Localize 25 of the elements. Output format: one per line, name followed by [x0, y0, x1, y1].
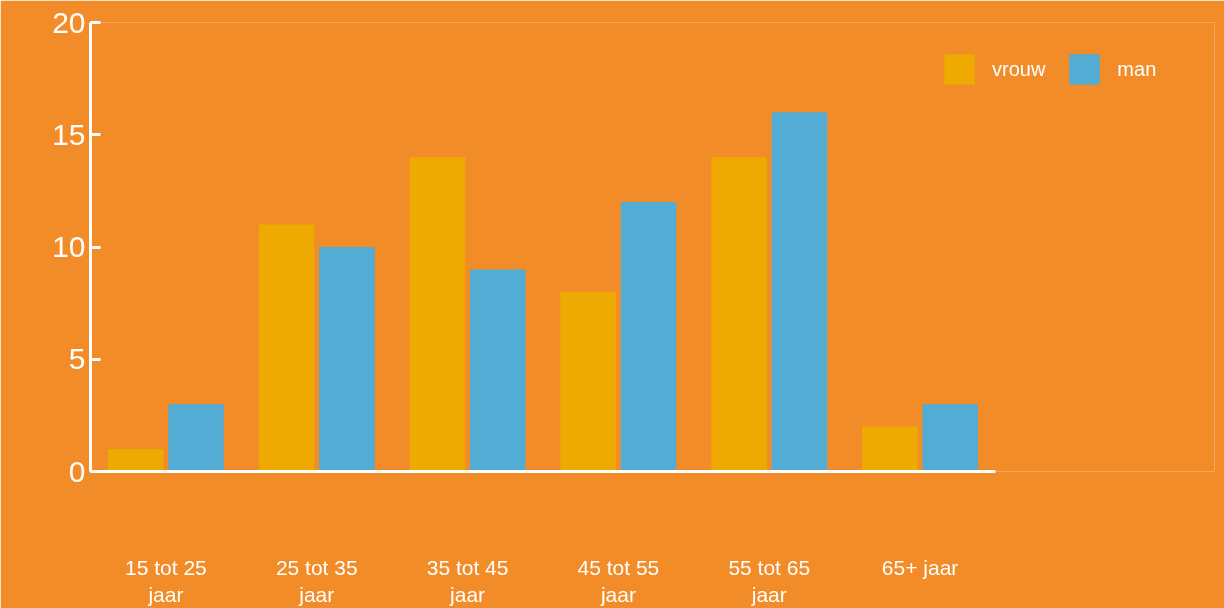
y-tick-label: 0	[68, 454, 86, 488]
x-tick-label: 65+ jaar	[881, 555, 959, 579]
bar	[258, 224, 315, 472]
x-tick-label: 45 tot 55 jaar	[577, 555, 660, 607]
bar	[771, 112, 828, 472]
bar	[862, 426, 918, 472]
bar	[711, 157, 767, 472]
bar	[620, 202, 677, 472]
x-tick-label: 35 tot 45 jaar	[426, 555, 509, 607]
bar	[560, 291, 616, 472]
y-tick-label: 5	[68, 342, 86, 376]
legend-label: man	[1117, 57, 1157, 81]
bar	[168, 404, 224, 472]
x-tick-label: 15 tot 25 jaar	[125, 555, 207, 607]
bar	[470, 269, 526, 472]
legend-label: vrouw	[992, 57, 1046, 81]
bar	[108, 449, 164, 472]
bar	[409, 157, 466, 472]
y-tick-label: 10	[52, 230, 86, 263]
x-tick-label: 55 tot 65 jaar	[728, 555, 811, 607]
y-tick-label: 15	[52, 117, 86, 151]
bar	[319, 247, 375, 472]
y-tick-label: 20	[52, 5, 86, 39]
bar	[922, 404, 978, 472]
x-tick-label: 25 tot 35 jaar	[275, 555, 358, 607]
